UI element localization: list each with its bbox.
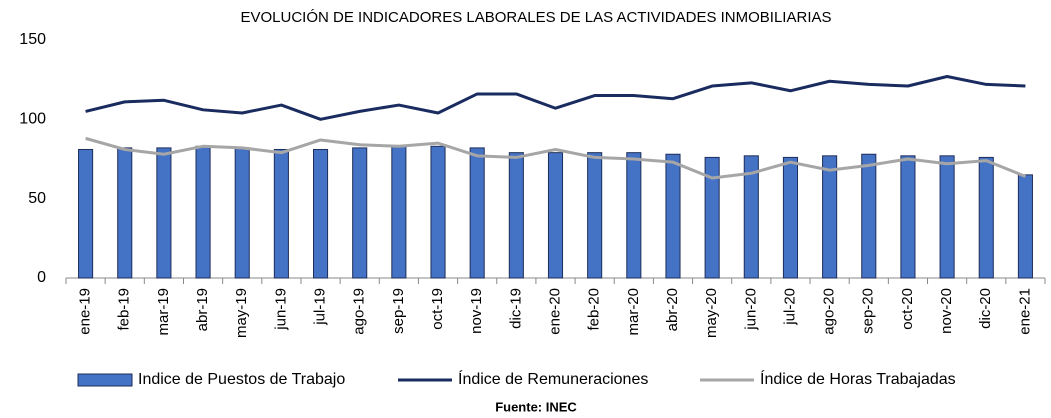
line — [85, 74, 1026, 121]
bar — [547, 152, 564, 279]
bar — [78, 148, 94, 279]
bar — [704, 156, 720, 279]
bar — [665, 153, 681, 279]
x-tick-label: ene-19 — [77, 288, 94, 335]
line — [85, 136, 1026, 180]
x-tick-label: ago-19 — [351, 288, 368, 335]
bar — [939, 155, 955, 279]
bar — [469, 147, 485, 279]
chart-title: EVOLUCIÓN DE INDICADORES LABORALES DE LA… — [241, 9, 832, 26]
x-tick-label: abr-19 — [194, 288, 211, 331]
bar — [861, 153, 877, 279]
y-tick-label: 0 — [37, 269, 46, 286]
legend-label: Indice de Puestos de Trabajo — [138, 371, 345, 388]
bar — [743, 155, 759, 279]
x-tick-label: ago-20 — [821, 288, 838, 335]
bar — [156, 147, 172, 279]
source: Fuente: INEC — [495, 399, 577, 414]
bar — [626, 152, 642, 279]
x-tick-label: may-19 — [233, 288, 250, 338]
bar — [273, 148, 289, 279]
x-tick-label: jul-19 — [312, 288, 329, 326]
x-tick-label: nov-19 — [468, 288, 485, 334]
x-tick-label: jul-20 — [781, 288, 798, 326]
bar — [117, 147, 133, 279]
bar — [822, 155, 838, 279]
bar — [234, 147, 250, 279]
x-tick-label: sep-20 — [860, 288, 877, 334]
bar — [508, 152, 524, 279]
bar — [195, 145, 211, 279]
x-tick-label: oct-19 — [429, 288, 446, 330]
bar — [430, 145, 446, 279]
x-tick-label: ene-21 — [1016, 288, 1033, 335]
x-tick-label: abr-20 — [664, 288, 681, 331]
legend-label: Índice de Remuneraciones — [458, 369, 648, 388]
bar — [978, 156, 994, 279]
x-tick-label: sep-19 — [390, 288, 407, 334]
bar — [782, 156, 799, 279]
bar — [1017, 174, 1033, 279]
x-tick-label: feb-20 — [586, 288, 603, 331]
y-tick-label: 150 — [19, 31, 46, 48]
bar — [352, 147, 368, 279]
x-tick-label: mar-20 — [625, 288, 642, 336]
y-tick-label: 100 — [19, 111, 46, 128]
bar — [900, 155, 916, 279]
legend-label: Índice de Horas Trabajadas — [760, 369, 956, 388]
x-tick-label: jun-20 — [742, 288, 759, 331]
x-tick-label: may-20 — [703, 288, 720, 338]
x-tick-label: ene-20 — [546, 288, 563, 335]
x-tick-label: jun-19 — [272, 288, 289, 331]
x-tick-label: feb-19 — [116, 288, 133, 331]
bar — [587, 152, 603, 279]
x-tick-label: dic-20 — [977, 288, 994, 329]
x-tick-label: dic-19 — [507, 288, 524, 329]
x-tick-label: nov-20 — [938, 288, 955, 334]
bar — [312, 148, 329, 279]
x-tick-label: mar-19 — [155, 288, 172, 336]
y-tick-label: 50 — [28, 190, 46, 207]
x-tick-label: oct-20 — [899, 288, 916, 330]
bar — [391, 145, 407, 279]
legend-swatch — [77, 373, 133, 387]
